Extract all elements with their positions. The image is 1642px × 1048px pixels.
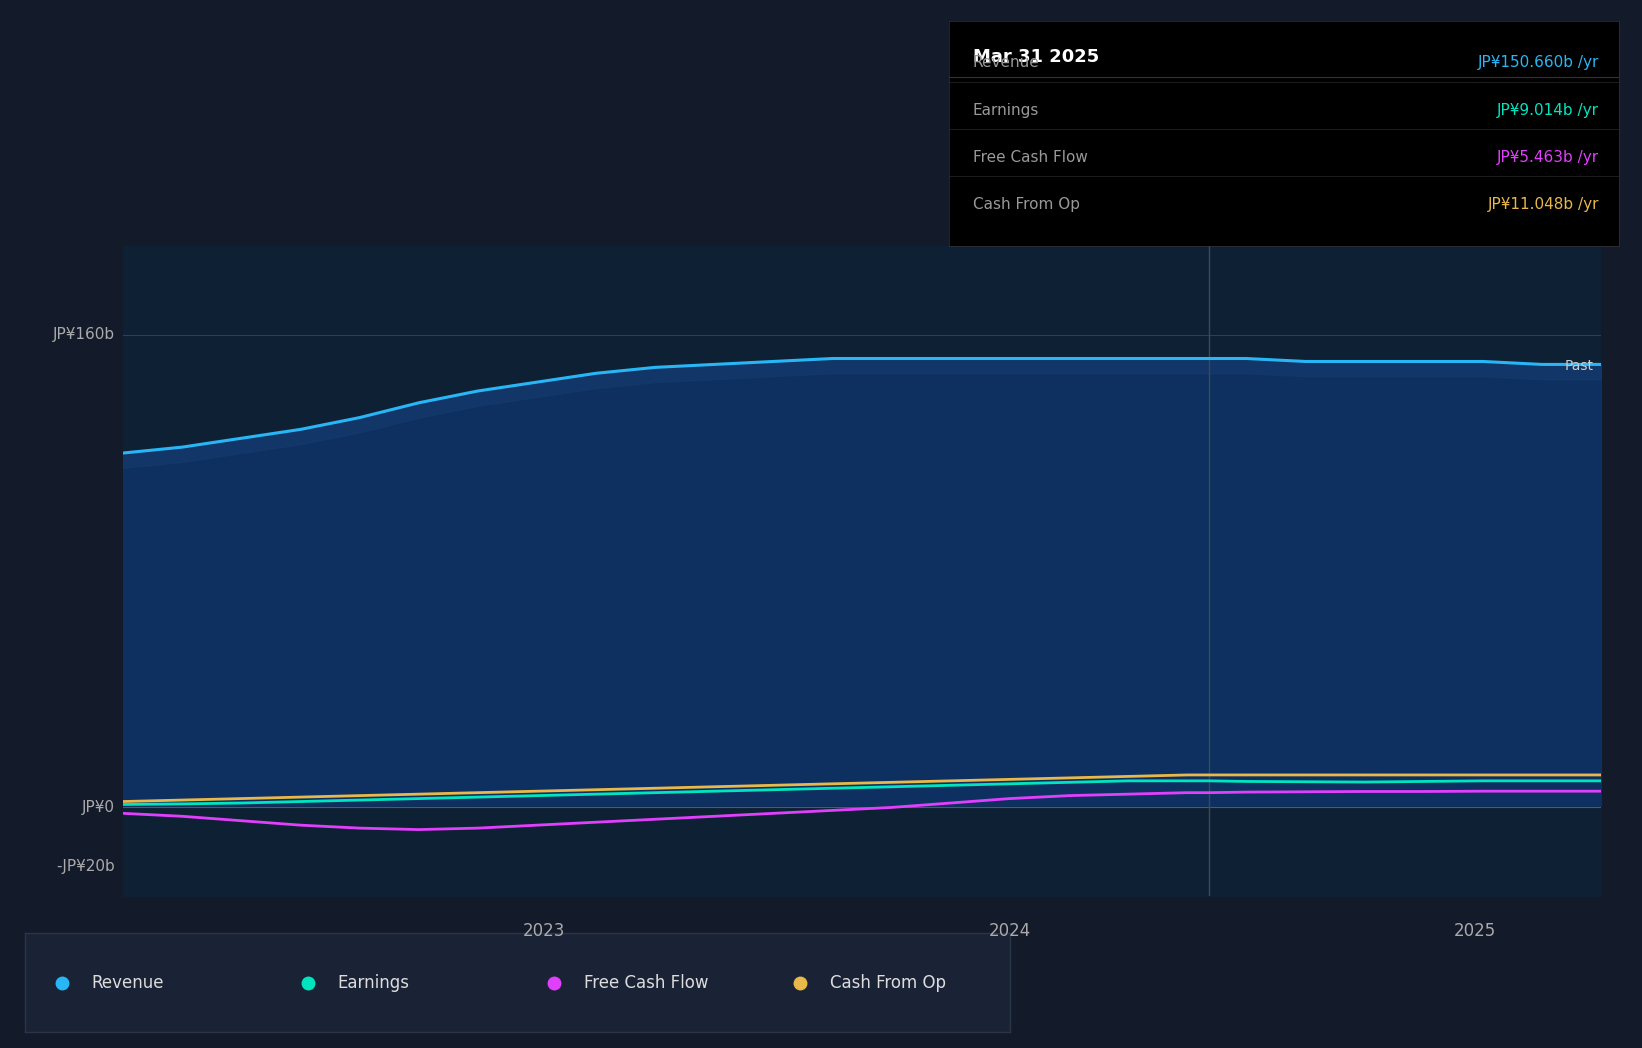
Text: Free Cash Flow: Free Cash Flow — [972, 150, 1087, 165]
Text: Cash From Op: Cash From Op — [972, 197, 1079, 212]
Text: JP¥150.660b /yr: JP¥150.660b /yr — [1478, 56, 1599, 70]
Text: JP¥0: JP¥0 — [82, 800, 115, 815]
Text: -JP¥20b: -JP¥20b — [56, 859, 115, 874]
Text: JP¥9.014b /yr: JP¥9.014b /yr — [1498, 103, 1599, 117]
Text: 2023: 2023 — [524, 922, 565, 940]
Text: Earnings: Earnings — [972, 103, 1039, 117]
Text: Earnings: Earnings — [338, 974, 409, 991]
Text: Revenue: Revenue — [92, 974, 164, 991]
Text: Revenue: Revenue — [972, 56, 1039, 70]
Text: JP¥5.463b /yr: JP¥5.463b /yr — [1498, 150, 1599, 165]
Text: Free Cash Flow: Free Cash Flow — [585, 974, 708, 991]
Text: Mar 31 2025: Mar 31 2025 — [972, 48, 1098, 66]
Text: Cash From Op: Cash From Op — [831, 974, 946, 991]
Text: JP¥160b: JP¥160b — [53, 327, 115, 343]
Text: Past: Past — [1565, 358, 1594, 372]
Text: 2025: 2025 — [1455, 922, 1496, 940]
Text: JP¥11.048b /yr: JP¥11.048b /yr — [1488, 197, 1599, 212]
Text: 2024: 2024 — [988, 922, 1031, 940]
